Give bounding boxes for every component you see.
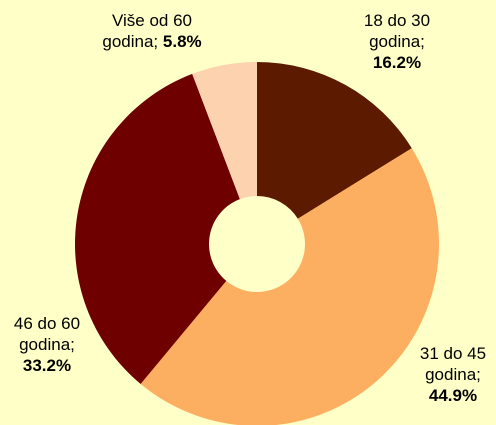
category-label: 31 do 45 godina (419, 344, 487, 384)
category-label: 46 do 60 godina (13, 314, 81, 354)
label-separator: ; (153, 32, 159, 51)
value-label: 44.9% (428, 386, 478, 405)
value-label: 33.2% (22, 356, 72, 375)
label-separator: ; (420, 32, 425, 51)
slice (74, 73, 240, 384)
category-label: 18 do 30 godina (363, 11, 431, 51)
label-separator: ; (476, 365, 481, 384)
slice-label: Više od 60 godina; 5.8% (82, 10, 222, 52)
label-separator: ; (70, 335, 75, 354)
value-label: 16.2% (372, 53, 422, 72)
slice (140, 148, 439, 425)
slice-label: 18 do 30 godina; 16.2% (352, 10, 442, 73)
slice-label: 46 do 60 godina; 33.2% (2, 313, 92, 376)
value-label: 5.8% (162, 32, 202, 51)
category-label: Više od 60 godina (102, 11, 193, 51)
slice (257, 62, 412, 219)
slice (192, 62, 257, 200)
slice-label: 31 do 45 godina; 44.9% (410, 343, 496, 406)
